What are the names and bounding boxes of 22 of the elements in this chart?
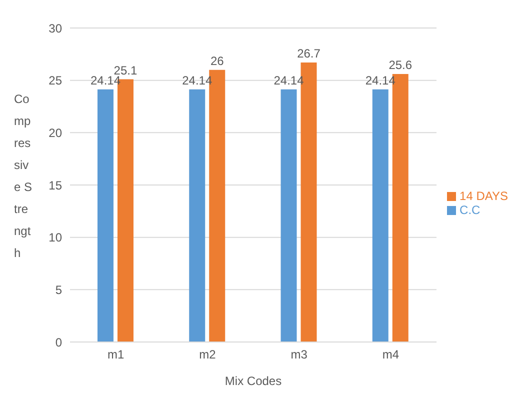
y-tick-label: 30 xyxy=(48,21,62,36)
y-tick-label: 0 xyxy=(55,335,62,350)
y-axis-title: Compressive Strength xyxy=(14,91,34,262)
y-tick-label: 15 xyxy=(48,178,62,192)
x-tick-label: m4 xyxy=(382,348,400,362)
y-tick-label: 20 xyxy=(48,126,62,140)
legend-label: 14 DAYS xyxy=(460,188,508,202)
x-tick-label: m1 xyxy=(107,348,124,362)
data-label: 26 xyxy=(210,54,224,68)
bar xyxy=(97,89,114,342)
data-label: 25.6 xyxy=(388,58,412,72)
y-tick-label: 10 xyxy=(48,230,62,245)
x-tick-label: m2 xyxy=(199,348,216,362)
x-axis-title: Mix Codes xyxy=(224,374,282,388)
data-label: 26.7 xyxy=(297,46,321,61)
y-tick-label: 25 xyxy=(48,74,62,88)
bar xyxy=(189,89,206,342)
legend-label: C.C xyxy=(460,202,480,216)
x-tick-label: m3 xyxy=(290,348,308,362)
bar xyxy=(280,89,297,342)
y-tick-label: 5 xyxy=(55,282,62,297)
bar xyxy=(372,89,388,342)
